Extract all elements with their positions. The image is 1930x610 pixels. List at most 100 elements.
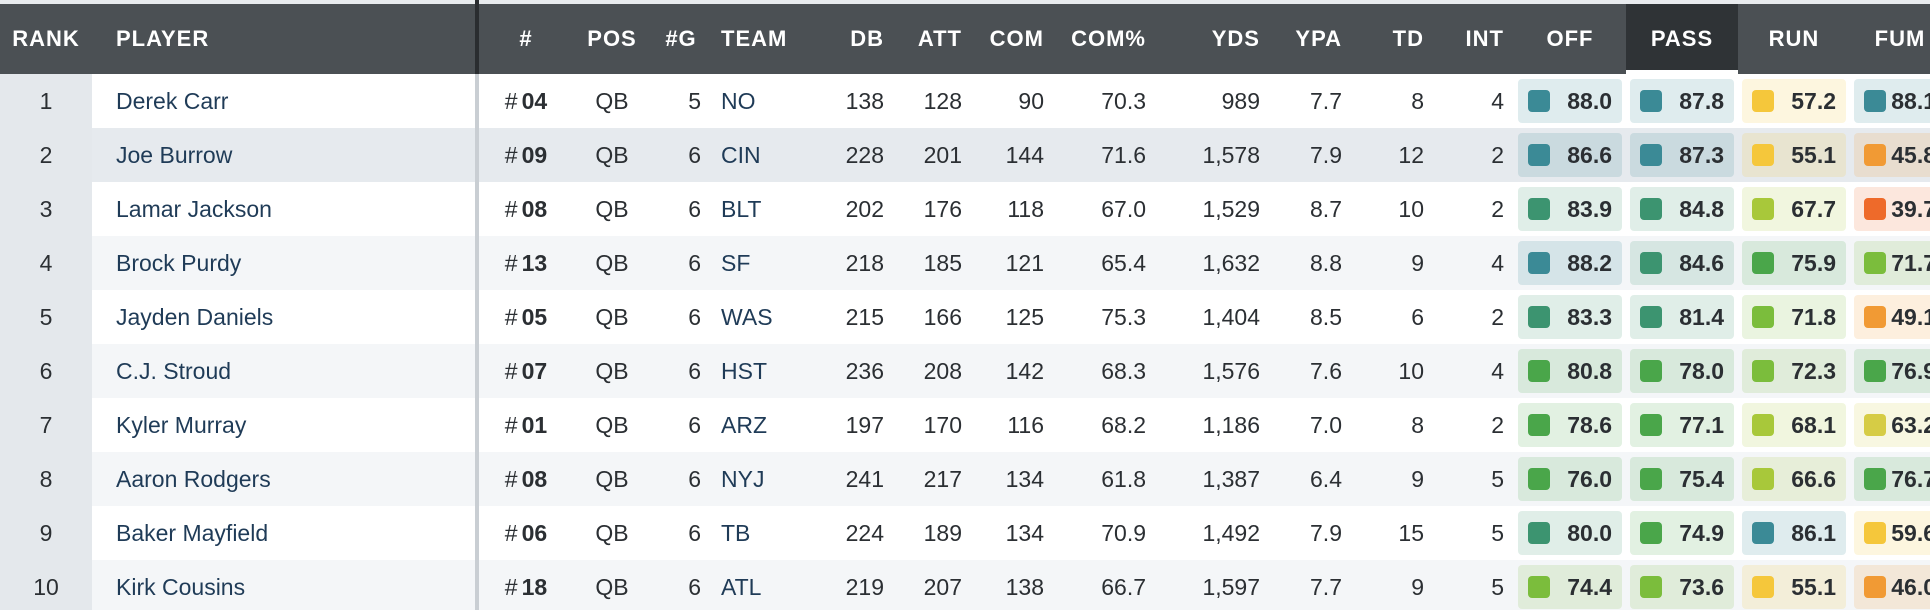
jersey-cell: #13 <box>477 236 573 290</box>
pass-grade-badge: 77.1 <box>1630 403 1734 447</box>
fum-grade-cell: 59.6 <box>1850 506 1930 560</box>
table-row[interactable]: 8 Aaron Rodgers #08 QB 6 NYJ 241 217 134 61.8 1,38… <box>0 452 1930 506</box>
off-grade-cell: 74.4 <box>1514 560 1626 610</box>
run-grade-cell: 55.1 <box>1738 128 1850 182</box>
column-header-pos[interactable]: POS <box>573 2 651 74</box>
player-link[interactable]: Brock Purdy <box>116 249 242 276</box>
run-grade-cell: 71.8 <box>1738 290 1850 344</box>
player-link[interactable]: Aaron Rodgers <box>116 465 271 492</box>
off-grade-cell: 80.0 <box>1514 506 1626 560</box>
table-row[interactable]: 6 C.J. Stroud #07 QB 6 HST 236 208 142 68.3 1,576 7… <box>0 344 1930 398</box>
comp-pct-cell: 71.6 <box>1054 128 1156 182</box>
pos-cell: QB <box>573 236 651 290</box>
db-cell: 241 <box>816 452 894 506</box>
column-header-att[interactable]: ATT <box>894 2 972 74</box>
column-header-games[interactable]: #G <box>651 2 711 74</box>
column-header-run[interactable]: RUN <box>1738 2 1850 74</box>
off-grade-value: 88.2 <box>1567 249 1612 276</box>
table-row[interactable]: 2 Joe Burrow #09 QB 6 CIN 228 201 144 71.6 1,578 7.… <box>0 128 1930 182</box>
com-cell: 138 <box>972 560 1054 610</box>
player-link[interactable]: Derek Carr <box>116 87 229 114</box>
column-header-rank[interactable]: RANK <box>0 2 92 74</box>
run-grade-cell: 68.1 <box>1738 398 1850 452</box>
column-header-fum[interactable]: FUM <box>1850 2 1930 74</box>
table-row[interactable]: 7 Kyler Murray #01 QB 6 ARZ 197 170 116 68.2 1,186… <box>0 398 1930 452</box>
off-grade-cell: 80.8 <box>1514 344 1626 398</box>
team-link[interactable]: NYJ <box>721 465 765 492</box>
td-cell: 10 <box>1352 182 1434 236</box>
pass-grade-value: 84.8 <box>1679 195 1724 222</box>
grade-color-indicator <box>1864 144 1886 166</box>
table-row[interactable]: 3 Lamar Jackson #08 QB 6 BLT 202 176 118 67.0 1,52… <box>0 182 1930 236</box>
player-link[interactable]: Kirk Cousins <box>116 573 246 600</box>
table-row[interactable]: 9 Baker Mayfield #06 QB 6 TB 224 189 134 70.9 1,49… <box>0 506 1930 560</box>
player-link[interactable]: C.J. Stroud <box>116 357 232 384</box>
pass-grade-cell: 74.9 <box>1626 506 1738 560</box>
player-link[interactable]: Jayden Daniels <box>116 303 274 330</box>
team-cell: WAS <box>711 290 816 344</box>
player-link[interactable]: Joe Burrow <box>116 141 233 168</box>
player-cell: Baker Mayfield <box>92 506 479 560</box>
run-grade-badge: 66.6 <box>1742 457 1846 501</box>
player-link[interactable]: Kyler Murray <box>116 411 247 438</box>
grade-color-indicator <box>1528 360 1550 382</box>
team-link[interactable]: ATL <box>721 573 762 600</box>
grade-color-indicator <box>1864 468 1886 490</box>
column-header-int[interactable]: INT <box>1434 2 1514 74</box>
run-grade-value: 75.9 <box>1791 249 1836 276</box>
pass-grade-cell: 73.6 <box>1626 560 1738 610</box>
off-grade-value: 88.0 <box>1567 87 1612 114</box>
column-header-td[interactable]: TD <box>1352 2 1434 74</box>
player-cell: Joe Burrow <box>92 128 479 182</box>
column-header-ypa[interactable]: YPA <box>1270 2 1352 74</box>
column-header-db[interactable]: DB <box>816 2 894 74</box>
table-row[interactable]: 4 Brock Purdy #13 QB 6 SF 218 185 121 65.4 1,632 8.… <box>0 236 1930 290</box>
fum-grade-value: 46.0 <box>1891 573 1930 600</box>
player-link[interactable]: Lamar Jackson <box>116 195 272 222</box>
jersey-cell: #06 <box>477 506 573 560</box>
table-row[interactable]: 10 Kirk Cousins #18 QB 6 ATL 219 207 138 66.7 1,59… <box>0 560 1930 610</box>
column-header-com[interactable]: COM <box>972 2 1054 74</box>
off-grade-value: 83.9 <box>1567 195 1612 222</box>
rank-cell: 1 <box>0 74 92 128</box>
column-header-yds[interactable]: YDS <box>1156 2 1270 74</box>
games-cell: 6 <box>651 290 711 344</box>
team-link[interactable]: CIN <box>721 141 761 168</box>
td-cell: 9 <box>1352 560 1434 610</box>
att-cell: 189 <box>894 506 972 560</box>
team-link[interactable]: ARZ <box>721 411 767 438</box>
column-header-team[interactable]: TEAM <box>711 2 816 74</box>
rank-cell: 7 <box>0 398 92 452</box>
fum-grade-cell: 76.7 <box>1850 452 1930 506</box>
column-header-player[interactable]: PLAYER <box>92 2 479 74</box>
run-grade-cell: 86.1 <box>1738 506 1850 560</box>
comp-pct-cell: 70.9 <box>1054 506 1156 560</box>
db-cell: 218 <box>816 236 894 290</box>
off-grade-value: 74.4 <box>1567 573 1612 600</box>
team-link[interactable]: BLT <box>721 195 762 222</box>
team-link[interactable]: WAS <box>721 303 773 330</box>
table-row[interactable]: 1 Derek Carr #04 QB 5 NO 138 128 90 70.3 989 7.7 8 4 8… <box>0 74 1930 128</box>
team-link[interactable]: NO <box>721 87 756 114</box>
team-link[interactable]: TB <box>721 519 751 546</box>
jersey-hash: # <box>504 303 518 330</box>
team-link[interactable]: HST <box>721 357 767 384</box>
grade-color-indicator <box>1528 468 1550 490</box>
fum-grade-badge: 76.7 <box>1854 457 1930 501</box>
td-cell: 12 <box>1352 128 1434 182</box>
db-cell: 202 <box>816 182 894 236</box>
column-header-pass[interactable]: PASS <box>1626 2 1738 74</box>
table-row[interactable]: 5 Jayden Daniels #05 QB 6 WAS 215 166 125 75.3 1,4… <box>0 290 1930 344</box>
column-header-comp-pct[interactable]: COM% <box>1054 2 1156 74</box>
yds-cell: 1,404 <box>1156 290 1270 344</box>
run-grade-value: 86.1 <box>1791 519 1836 546</box>
player-link[interactable]: Baker Mayfield <box>116 519 269 546</box>
off-grade-badge: 83.9 <box>1518 187 1622 231</box>
grade-color-indicator <box>1752 90 1774 112</box>
team-link[interactable]: SF <box>721 249 751 276</box>
column-header-off[interactable]: OFF <box>1514 2 1626 74</box>
column-header-jersey[interactable]: # <box>477 2 573 74</box>
yds-cell: 1,529 <box>1156 182 1270 236</box>
grade-color-indicator <box>1640 522 1662 544</box>
fum-grade-cell: 45.8 <box>1850 128 1930 182</box>
